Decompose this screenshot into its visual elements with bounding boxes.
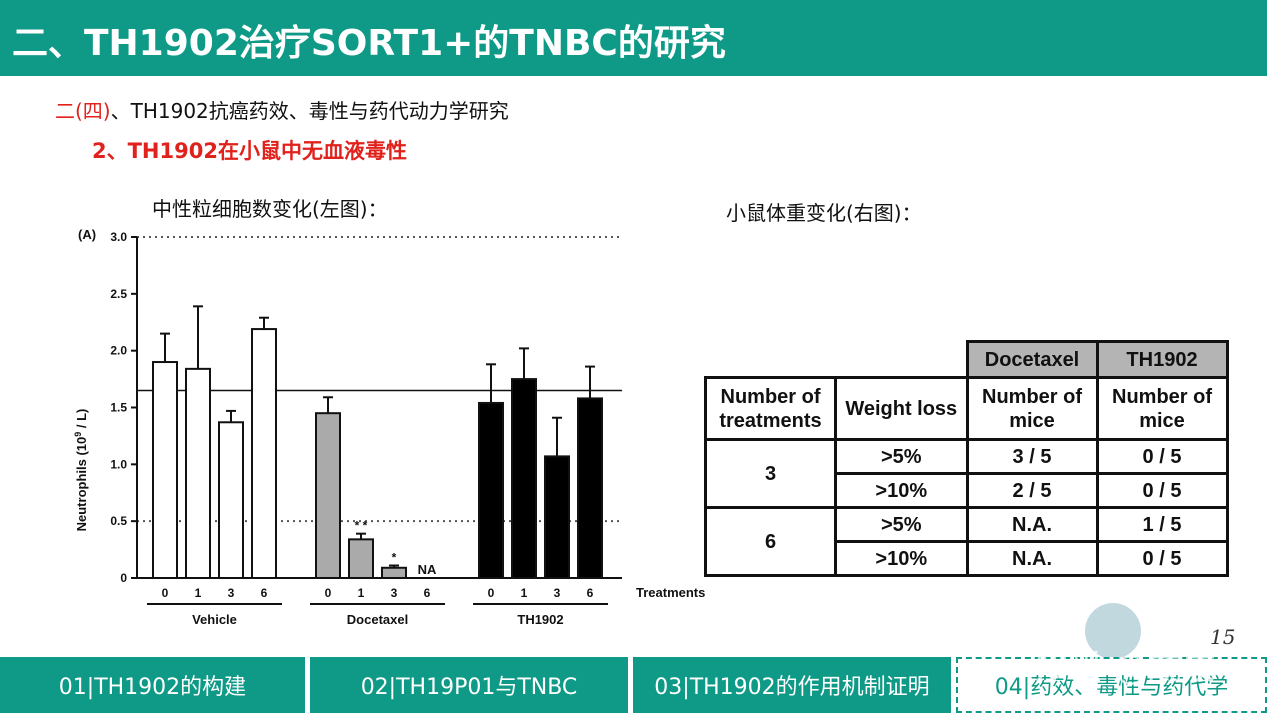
group-label: Docetaxel: [347, 612, 408, 627]
bar: [478, 401, 504, 579]
y-tick-label: 1.5: [110, 401, 127, 415]
table-cell-th1902: 0 / 5: [1095, 540, 1229, 577]
table-cell-docetaxel: 2 / 5: [965, 472, 1099, 509]
y-tick-label: 2.0: [110, 344, 127, 358]
y-tick-label: 0.5: [110, 514, 127, 528]
footer-tab-tnbc[interactable]: 02|TH19P01与TNBC: [310, 657, 628, 713]
weight-loss-table: Docetaxel TH1902 Number of treatments We…: [704, 340, 1229, 577]
table-cell-treatments: 3: [704, 438, 837, 509]
bar: [381, 566, 407, 579]
y-tick-label: 0: [120, 571, 127, 585]
table-header-docetaxel: Docetaxel: [965, 340, 1099, 379]
table-cell-loss: >5%: [834, 506, 969, 543]
group-label: Vehicle: [192, 612, 237, 627]
x-tick-label: 1: [195, 586, 202, 600]
table-header-mice-th1902: Number of mice: [1095, 376, 1229, 441]
x-tick-label: 0: [488, 586, 495, 600]
x-tick-label: 0: [162, 586, 169, 600]
bar: [544, 455, 570, 579]
footer-tab-efficacy[interactable]: 04|药效、毒性与药代学: [956, 657, 1267, 713]
section-subtitle: 二(四)、TH1902抗癌药效、毒性与药代动力学研究: [55, 95, 509, 124]
x-tick-label: 6: [424, 586, 431, 600]
bar: [315, 412, 341, 579]
table-cell-treatments: 6: [704, 506, 837, 577]
table-header-th1902: TH1902: [1095, 340, 1229, 379]
table-cell-th1902: 0 / 5: [1095, 438, 1229, 475]
right-table-caption: 小鼠体重变化(右图)：: [726, 201, 922, 225]
x-tick-label: 1: [521, 586, 528, 600]
table-cell-th1902: 0 / 5: [1095, 472, 1229, 509]
table-cell-loss: >10%: [834, 540, 969, 577]
bar-annotation: NA: [418, 562, 437, 577]
table-row: >10% N.A. 0 / 5: [706, 540, 1229, 577]
x-axis-label: Treatments: [636, 585, 705, 600]
page-number: 15: [1210, 625, 1236, 649]
bar: [511, 378, 537, 579]
y-tick-label: 1.0: [110, 457, 127, 471]
table-cell-loss: >5%: [834, 438, 969, 475]
table-cell-th1902: 1 / 5: [1095, 506, 1229, 543]
table-header-treatments: Number of treatments: [704, 376, 837, 441]
table-row: 6 >5% N.A. 1 / 5: [704, 506, 1229, 577]
neutrophil-bar-chart: (A) Neutrophils (109 / L) 0 0.5 1.0 1.5 2.0 2…: [73, 227, 705, 627]
panel-label: (A): [78, 227, 96, 242]
table-header-weight-loss: Weight loss: [834, 376, 969, 441]
y-axis-label: Neutrophils (109 / L): [73, 409, 89, 532]
bar: [152, 361, 178, 579]
bar: [348, 538, 374, 579]
x-tick-label: 6: [261, 586, 268, 600]
group-label: TH1902: [517, 612, 563, 627]
x-tick-label: 3: [554, 586, 561, 600]
bar: [185, 367, 211, 579]
footer-nav: 01|TH1902的构建 02|TH19P01与TNBC 03|TH1902的作…: [0, 657, 1267, 713]
table-row: 3 >5% 3 / 5 0 / 5: [704, 438, 1229, 509]
x-tick-label: 3: [228, 586, 235, 600]
section-number: 二(四): [55, 99, 111, 123]
footer-tab-mechanism[interactable]: 03|TH1902的作用机制证明: [633, 657, 951, 713]
table-cell-docetaxel: 3 / 5: [965, 438, 1099, 475]
section-subtitle-text: 、TH1902抗癌药效、毒性与药代动力学研究: [110, 99, 509, 123]
y-tick-label: 3.0: [110, 230, 127, 244]
table-header-mice-docetaxel: Number of mice: [965, 376, 1099, 441]
left-chart-caption: 中性粒细胞数变化(左图)：: [152, 197, 388, 221]
watermark-logo-icon: [1085, 603, 1141, 659]
table-cell-docetaxel: N.A.: [965, 506, 1099, 543]
footer-tab-construction[interactable]: 01|TH1902的构建: [0, 657, 305, 713]
table-cell-docetaxel: N.A.: [965, 540, 1099, 577]
table-cell-loss: >10%: [834, 472, 969, 509]
bar-annotation: * *: [355, 519, 368, 533]
section-heading: 2、TH1902在小鼠中无血液毒性: [92, 139, 407, 163]
bar: [218, 421, 244, 579]
x-tick-label: 1: [358, 586, 365, 600]
y-tick-label: 2.5: [110, 287, 127, 301]
bar-annotation: *: [392, 550, 397, 564]
bar: [577, 397, 603, 579]
x-tick-label: 3: [391, 586, 398, 600]
table-row: >10% 2 / 5 0 / 5: [706, 472, 1229, 509]
watermark-text: 知乎 @成成: [1035, 648, 1216, 688]
x-tick-label: 6: [587, 586, 594, 600]
x-tick-label: 0: [325, 586, 332, 600]
page-title: 二、TH1902治疗SORT1+的TNBC的研究: [12, 23, 726, 64]
bar: [251, 328, 277, 579]
header-bar: 二、TH1902治疗SORT1+的TNBC的研究: [0, 0, 1267, 76]
